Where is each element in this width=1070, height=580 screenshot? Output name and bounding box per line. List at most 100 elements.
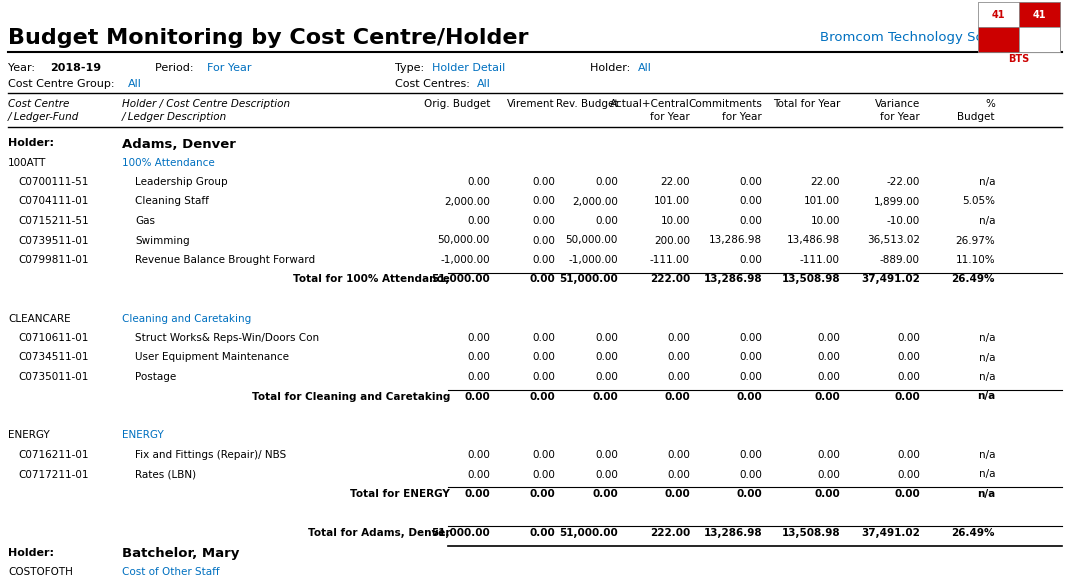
Text: 0.00: 0.00 — [897, 333, 920, 343]
Text: 11.10%: 11.10% — [956, 255, 995, 265]
Text: n/a: n/a — [978, 372, 995, 382]
Text: 13,286.98: 13,286.98 — [703, 528, 762, 538]
Bar — [978, 2, 1060, 52]
Text: 22.00: 22.00 — [660, 177, 690, 187]
Text: 41: 41 — [992, 10, 1005, 20]
Text: C0715211-51: C0715211-51 — [18, 216, 89, 226]
Text: 0.00: 0.00 — [468, 372, 490, 382]
Text: 200.00: 200.00 — [654, 235, 690, 245]
Text: 1,899.00: 1,899.00 — [874, 197, 920, 206]
Text: 100ATT: 100ATT — [7, 158, 46, 168]
Text: C0704111-01: C0704111-01 — [18, 197, 89, 206]
Text: 0.00: 0.00 — [817, 450, 840, 460]
Text: 2018-19: 2018-19 — [50, 63, 102, 73]
Text: Holder / Cost Centre Description: Holder / Cost Centre Description — [122, 99, 290, 109]
Text: for Year: for Year — [722, 112, 762, 122]
Text: ENERGY: ENERGY — [7, 430, 49, 440]
Text: Rates (LBN): Rates (LBN) — [135, 469, 196, 480]
Text: C0734511-01: C0734511-01 — [18, 353, 89, 362]
Text: 26.97%: 26.97% — [956, 235, 995, 245]
Text: BTS: BTS — [1008, 55, 1029, 64]
Text: 101.00: 101.00 — [654, 197, 690, 206]
Text: 0.00: 0.00 — [897, 450, 920, 460]
Text: Holder:: Holder: — [590, 63, 638, 73]
Text: 37,491.02: 37,491.02 — [861, 274, 920, 285]
Text: n/a: n/a — [977, 392, 995, 401]
Text: Revenue Balance Brought Forward: Revenue Balance Brought Forward — [135, 255, 316, 265]
Text: 222.00: 222.00 — [649, 274, 690, 285]
Text: 13,286.98: 13,286.98 — [703, 274, 762, 285]
Text: 222.00: 222.00 — [649, 528, 690, 538]
Text: 0.00: 0.00 — [532, 333, 555, 343]
Text: n/a: n/a — [977, 489, 995, 499]
Text: C0717211-01: C0717211-01 — [18, 469, 89, 480]
Text: Total for Year: Total for Year — [773, 99, 840, 109]
Text: 51,000.00: 51,000.00 — [431, 528, 490, 538]
Text: 13,508.98: 13,508.98 — [781, 528, 840, 538]
Text: All: All — [638, 63, 652, 73]
Text: CLEANCARE: CLEANCARE — [7, 314, 71, 324]
Text: Total for 100% Attendance: Total for 100% Attendance — [293, 274, 450, 285]
Text: 0.00: 0.00 — [595, 216, 618, 226]
Text: C0710611-01: C0710611-01 — [18, 333, 89, 343]
Text: Cost Centres:: Cost Centres: — [395, 79, 477, 89]
Text: 0.00: 0.00 — [532, 255, 555, 265]
Bar — [978, 2, 1019, 27]
Bar — [978, 27, 1019, 52]
Text: 0.00: 0.00 — [530, 274, 555, 285]
Text: Swimming: Swimming — [135, 235, 189, 245]
Text: 0.00: 0.00 — [667, 333, 690, 343]
Text: 0.00: 0.00 — [595, 177, 618, 187]
Text: 0.00: 0.00 — [595, 372, 618, 382]
Text: 22.00: 22.00 — [810, 177, 840, 187]
Text: 13,486.98: 13,486.98 — [786, 235, 840, 245]
Text: 2,000.00: 2,000.00 — [444, 197, 490, 206]
Text: 36,513.02: 36,513.02 — [867, 235, 920, 245]
Text: C0739511-01: C0739511-01 — [18, 235, 89, 245]
Text: Total for Cleaning and Caretaking: Total for Cleaning and Caretaking — [251, 392, 450, 401]
Text: 0.00: 0.00 — [739, 197, 762, 206]
Text: 0.00: 0.00 — [530, 489, 555, 499]
Text: 26.49%: 26.49% — [951, 528, 995, 538]
Bar — [1019, 2, 1060, 27]
Text: 0.00: 0.00 — [532, 216, 555, 226]
Text: n/a: n/a — [978, 450, 995, 460]
Text: 0.00: 0.00 — [817, 333, 840, 343]
Text: 0.00: 0.00 — [468, 353, 490, 362]
Text: 13,286.98: 13,286.98 — [708, 235, 762, 245]
Text: Year:: Year: — [7, 63, 42, 73]
Text: 0.00: 0.00 — [897, 469, 920, 480]
Text: 0.00: 0.00 — [532, 469, 555, 480]
Text: 0.00: 0.00 — [739, 372, 762, 382]
Text: 13,508.98: 13,508.98 — [781, 274, 840, 285]
Text: n/a: n/a — [978, 177, 995, 187]
Text: 0.00: 0.00 — [532, 235, 555, 245]
Text: 0.00: 0.00 — [736, 392, 762, 401]
Text: 0.00: 0.00 — [739, 333, 762, 343]
Text: 0.00: 0.00 — [736, 489, 762, 499]
Text: 0.00: 0.00 — [468, 216, 490, 226]
Text: C0799811-01: C0799811-01 — [18, 255, 89, 265]
Text: 0.00: 0.00 — [593, 392, 618, 401]
Text: 0.00: 0.00 — [667, 469, 690, 480]
Text: -111.00: -111.00 — [649, 255, 690, 265]
Text: Total for ENERGY: Total for ENERGY — [350, 489, 450, 499]
Text: All: All — [128, 79, 142, 89]
Text: 0.00: 0.00 — [814, 392, 840, 401]
Text: / Ledger Description: / Ledger Description — [122, 112, 227, 122]
Text: 0.00: 0.00 — [532, 372, 555, 382]
Text: 0.00: 0.00 — [739, 255, 762, 265]
Text: 0.00: 0.00 — [468, 177, 490, 187]
Text: 0.00: 0.00 — [532, 177, 555, 187]
Text: Batchelor, Mary: Batchelor, Mary — [122, 548, 240, 560]
Text: 0.00: 0.00 — [895, 489, 920, 499]
Text: Period:: Period: — [155, 63, 200, 73]
Text: 51,000.00: 51,000.00 — [431, 274, 490, 285]
Text: -22.00: -22.00 — [887, 177, 920, 187]
Text: 0.00: 0.00 — [595, 333, 618, 343]
Text: Adams, Denver: Adams, Denver — [122, 138, 235, 151]
Text: 0.00: 0.00 — [530, 528, 555, 538]
Text: 0.00: 0.00 — [817, 353, 840, 362]
Text: Budget Monitoring by Cost Centre/Holder: Budget Monitoring by Cost Centre/Holder — [7, 28, 529, 48]
Text: Orig. Budget: Orig. Budget — [424, 99, 490, 109]
